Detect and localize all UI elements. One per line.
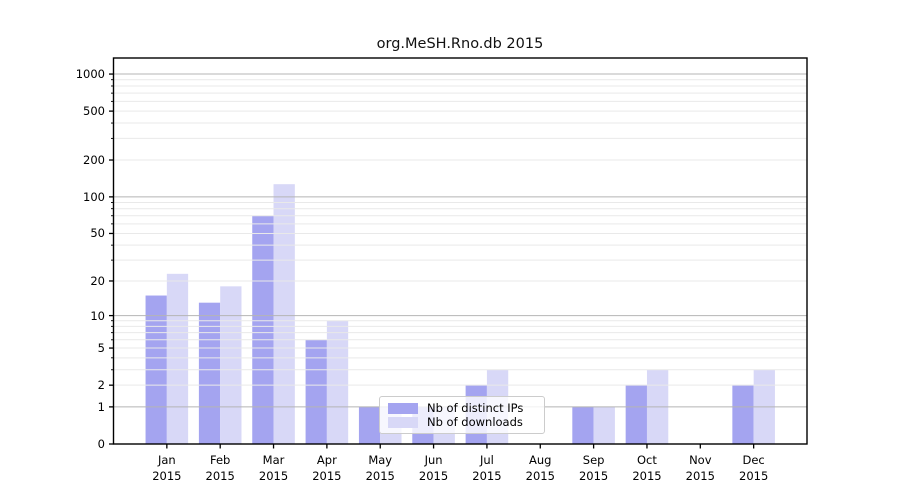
month-label: Dec <box>742 453 765 467</box>
y-tick-label: 10 <box>90 308 105 323</box>
bar-distinct-ips-mar <box>252 215 274 444</box>
month-label: Jul <box>479 453 494 467</box>
bar-downloads-apr <box>326 320 349 444</box>
y-tick-label: 100 <box>83 189 105 204</box>
legend-item-distinct-ips: Nb of distinct IPs <box>388 401 536 415</box>
x-tick-label-mar: Mar 2015 <box>247 453 301 484</box>
axes-layer <box>109 57 808 449</box>
month-label: Oct <box>637 453 657 467</box>
y-tick-label: 50 <box>90 226 105 241</box>
year-label: 2015 <box>365 468 395 483</box>
year-label: 2015 <box>205 468 235 483</box>
x-tick-label-feb: Feb 2015 <box>193 453 247 484</box>
x-tick-label-jun: Jun 2015 <box>407 453 461 484</box>
y-tick-label: 5 <box>97 341 105 356</box>
bar-downloads-mar <box>273 184 295 444</box>
month-label: Mar <box>262 453 285 467</box>
bar-distinct-ips-sep <box>572 406 594 444</box>
year-label: 2015 <box>525 468 555 483</box>
x-tick-label-nov: Nov 2015 <box>673 453 727 484</box>
year-label: 2015 <box>418 468 449 483</box>
legend: Nb of distinct IPs Nb of downloads <box>379 396 545 434</box>
month-label: Nov <box>689 453 712 467</box>
bar-downloads-sep <box>593 406 615 444</box>
y-tick-label: 2 <box>97 378 105 393</box>
month-label: Sep <box>582 453 605 467</box>
y-tick-label: 1 <box>97 399 105 414</box>
bar-downloads-feb <box>220 286 242 444</box>
x-tick-label-jan: Jan 2015 <box>140 453 194 484</box>
month-label: Apr <box>316 453 337 467</box>
x-tick-label-aug: Aug 2015 <box>513 453 567 484</box>
legend-label-downloads: Nb of downloads <box>427 415 523 429</box>
year-label: 2015 <box>312 468 342 483</box>
month-label: Jun <box>424 453 443 467</box>
legend-swatch-distinct-ips <box>388 402 418 414</box>
year-label: 2015 <box>152 468 182 483</box>
x-tick-label-jul: Jul 2015 <box>460 453 514 484</box>
month-label: Feb <box>210 453 231 467</box>
bar-distinct-ips-feb <box>198 302 221 444</box>
bar-downloads-jan <box>166 273 189 444</box>
x-tick-label-sep: Sep 2015 <box>567 453 621 484</box>
bar-distinct-ips-oct <box>625 385 647 444</box>
y-tick-label: 1000 <box>75 67 105 82</box>
chart-title: org.MeSH.Rno.db 2015 <box>376 36 544 52</box>
y-tick-label: 20 <box>90 273 105 288</box>
year-label: 2015 <box>578 468 609 483</box>
legend-label-distinct-ips: Nb of distinct IPs <box>427 401 524 415</box>
bar-distinct-ips-dec <box>732 385 754 444</box>
gridlines-layer <box>113 73 807 408</box>
year-label: 2015 <box>632 468 662 483</box>
x-tick-label-oct: Oct 2015 <box>620 453 674 484</box>
legend-item-downloads: Nb of downloads <box>388 415 536 429</box>
legend-swatch-downloads <box>388 416 418 428</box>
year-label: 2015 <box>739 468 769 483</box>
y-tick-label: 200 <box>83 153 105 168</box>
x-tick-label-apr: Apr 2015 <box>300 453 354 484</box>
x-tick-label-may: May 2015 <box>353 453 407 484</box>
plot-border <box>112 57 808 445</box>
month-label: Aug <box>529 453 552 467</box>
y-tick-label: 500 <box>83 104 105 119</box>
x-tick-label-dec: Dec 2015 <box>727 453 781 484</box>
bar-distinct-ips-apr <box>305 339 327 444</box>
bar-distinct-ips-may <box>358 406 381 444</box>
month-label: May <box>368 453 393 467</box>
y-tick-label: 0 <box>97 437 105 451</box>
month-label: Jan <box>157 453 176 467</box>
year-label: 2015 <box>685 468 715 483</box>
year-label: 2015 <box>472 468 502 483</box>
year-label: 2015 <box>258 468 289 483</box>
